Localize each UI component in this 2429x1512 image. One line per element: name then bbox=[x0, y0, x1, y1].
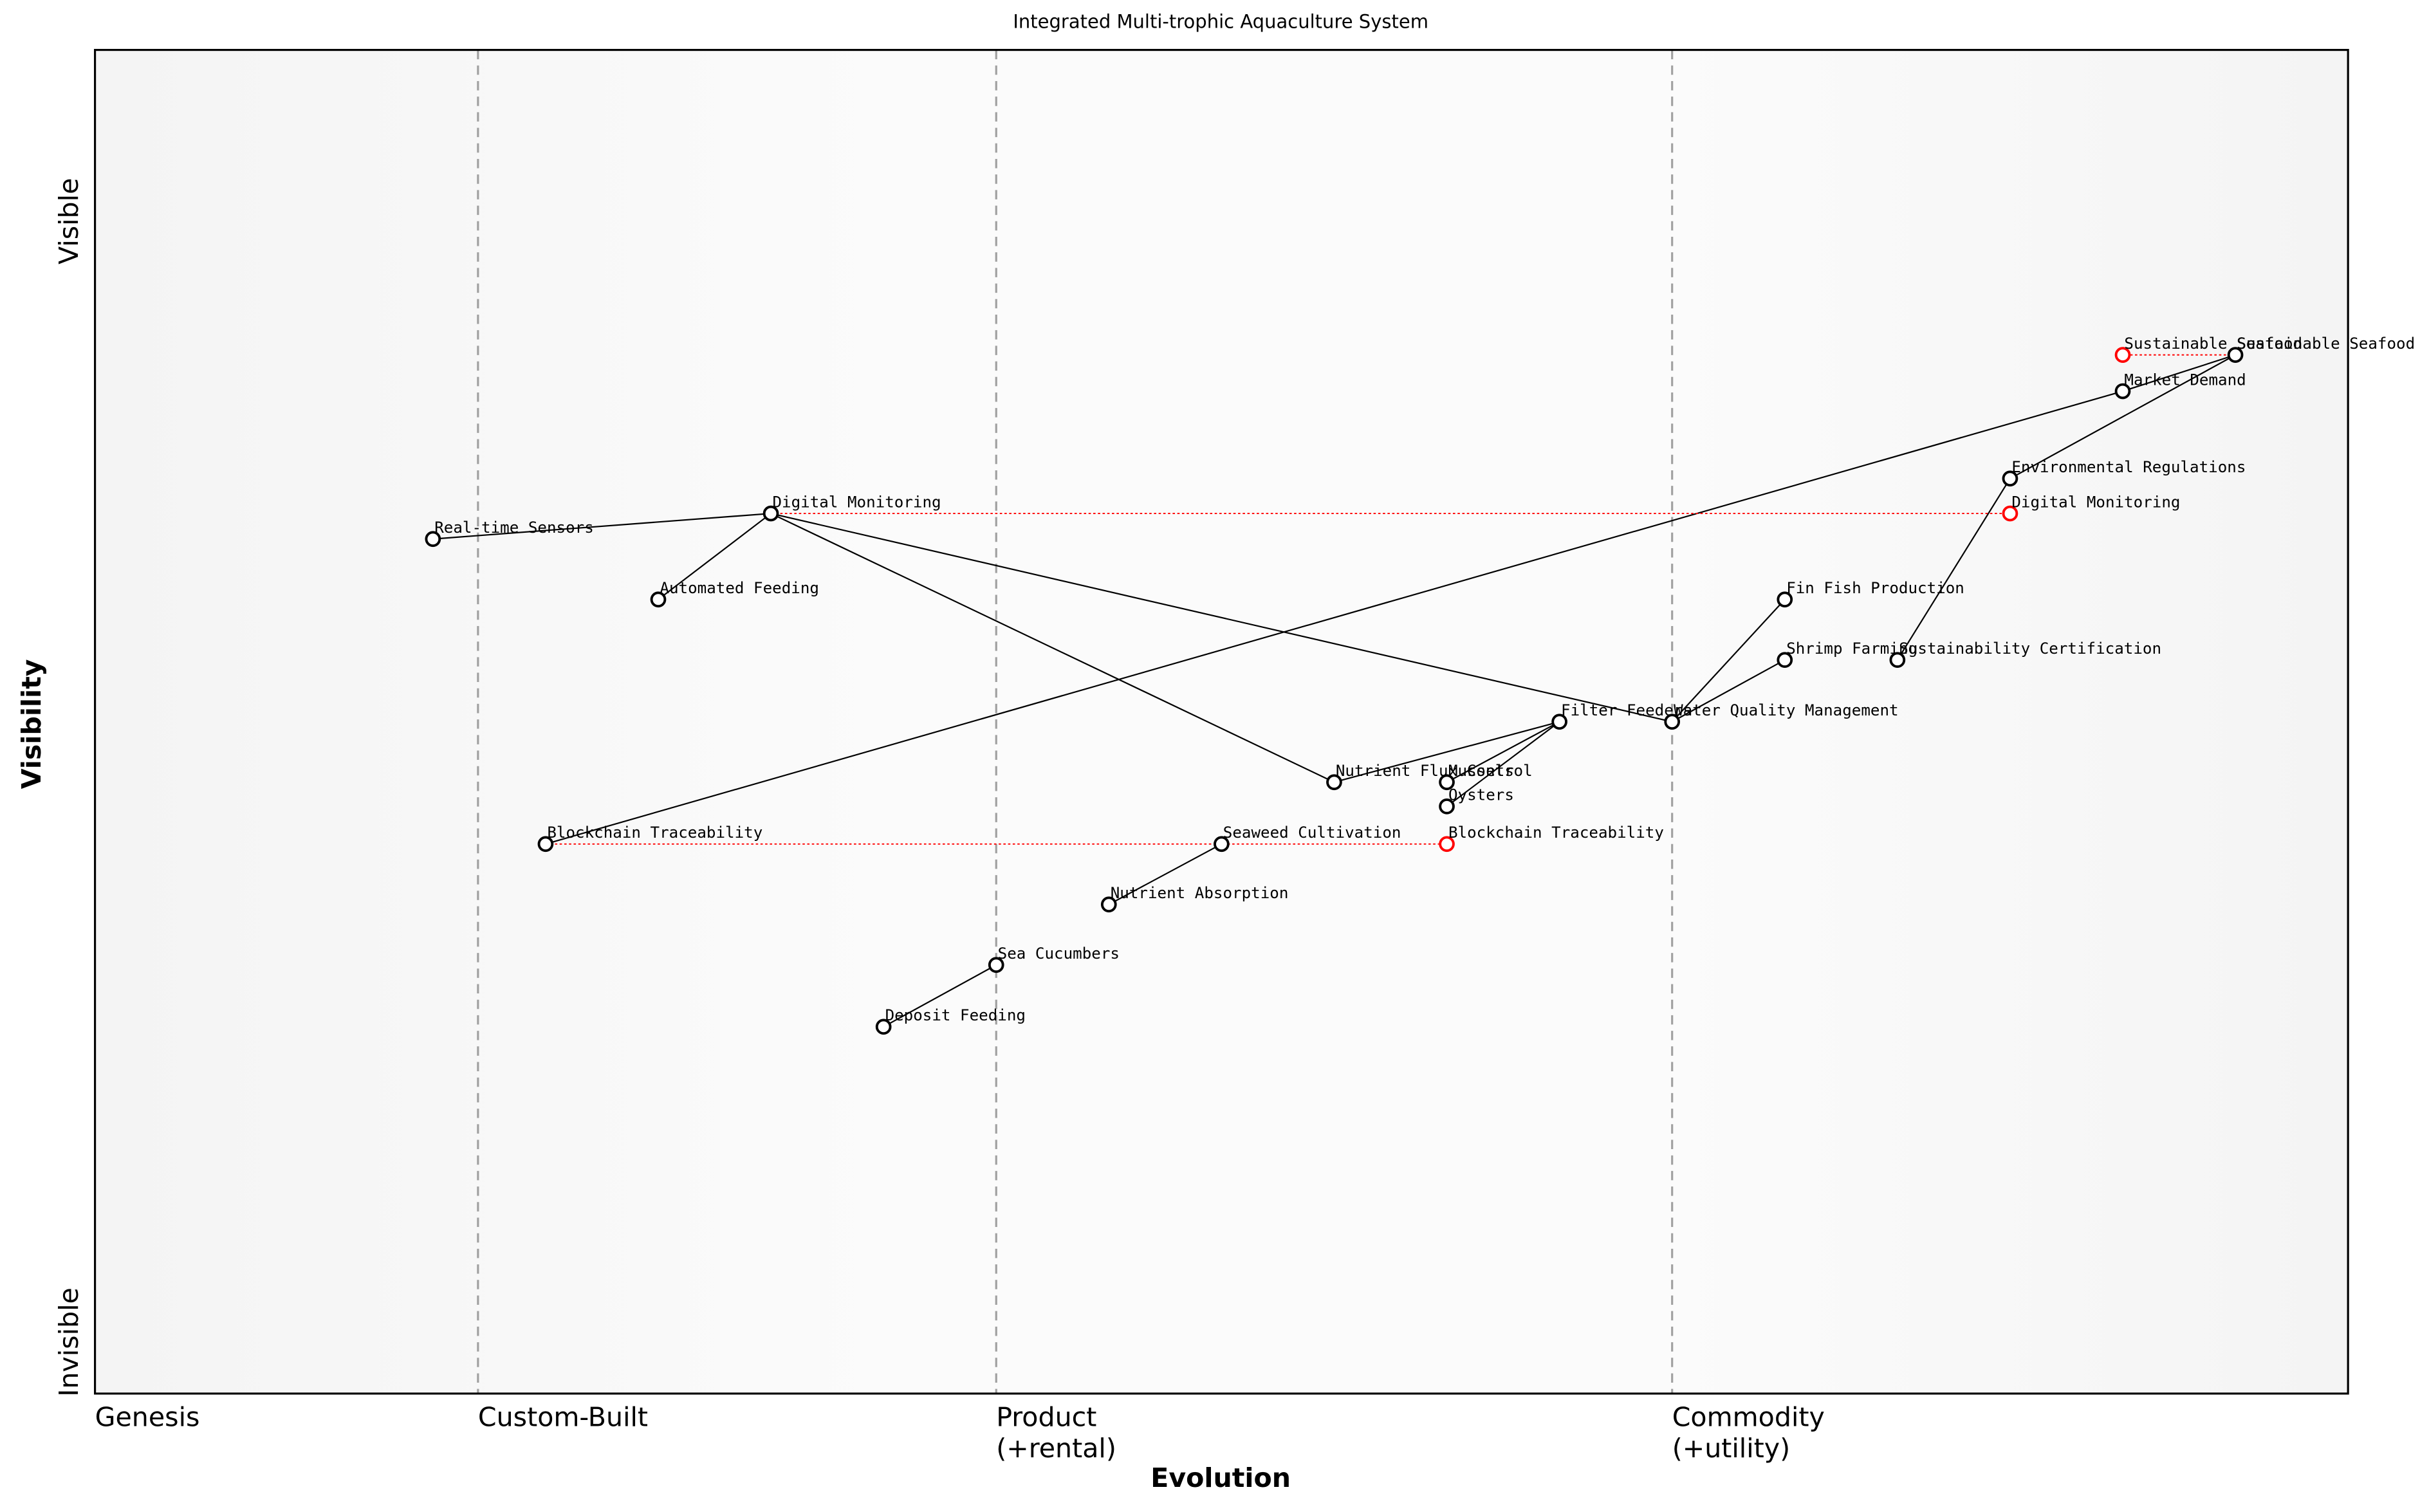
node-label: Sustainable Seafood bbox=[2237, 335, 2415, 353]
node-label: Filter Feeders bbox=[1561, 701, 1692, 719]
stage-label: Genesis bbox=[95, 1402, 200, 1433]
link bbox=[432, 512, 771, 540]
node-label: Deposit Feeding bbox=[885, 1006, 1026, 1024]
node bbox=[2114, 383, 2131, 400]
link bbox=[1334, 721, 1560, 783]
node bbox=[1100, 896, 1117, 913]
chart-title: Integrated Multi-trophic Aquaculture Sys… bbox=[1013, 11, 1428, 33]
y-axis-label: Visibility bbox=[16, 659, 47, 789]
y-top-label: Visible bbox=[53, 178, 84, 264]
node-label: Digital Monitoring bbox=[772, 493, 941, 511]
stage-label-line: (+utility) bbox=[1672, 1433, 1790, 1464]
link bbox=[658, 513, 771, 600]
node-label: Real-time Sensors bbox=[434, 519, 594, 537]
link bbox=[1671, 598, 1786, 723]
node bbox=[1326, 774, 1342, 791]
node-label: Oysters bbox=[1448, 786, 1514, 804]
evolved-node-label: Blockchain Traceability bbox=[1448, 824, 1664, 842]
link bbox=[545, 390, 2123, 845]
stage-label-line: (+rental) bbox=[996, 1433, 1116, 1464]
link bbox=[1672, 659, 1786, 723]
node bbox=[1777, 591, 1793, 608]
node bbox=[988, 957, 1004, 973]
link bbox=[2122, 354, 2236, 392]
x-axis-label: Evolution bbox=[1150, 1462, 1291, 1493]
node bbox=[875, 1019, 892, 1035]
node bbox=[1439, 798, 1455, 815]
link bbox=[1446, 721, 1560, 807]
link bbox=[2009, 354, 2236, 479]
link bbox=[1446, 721, 1560, 783]
node-label: Fin Fish Production bbox=[1786, 579, 1964, 597]
link bbox=[1108, 843, 1222, 905]
node-label: Environmental Regulations bbox=[2011, 458, 2246, 476]
node-label: Nutrient Absorption bbox=[1111, 884, 1289, 902]
node bbox=[1551, 714, 1567, 730]
evolved-node-label: Sustainable Seafood bbox=[2124, 335, 2302, 353]
stage-label-line: Custom-Built bbox=[478, 1402, 648, 1433]
node-label: Sustainability Certification bbox=[1899, 640, 2161, 658]
node bbox=[1214, 836, 1230, 853]
node bbox=[762, 505, 779, 522]
evolved-node-label: Digital Monitoring bbox=[2011, 493, 2180, 511]
node-label: Automated Feeding bbox=[660, 579, 819, 597]
node-label: Market Demand bbox=[2124, 371, 2246, 389]
node bbox=[1664, 714, 1681, 730]
plot-background bbox=[95, 50, 2349, 1394]
node-label: Blockchain Traceability bbox=[547, 824, 762, 842]
evolved-node bbox=[2002, 505, 2018, 522]
link bbox=[1896, 478, 2011, 661]
stage-label-line: Commodity bbox=[1672, 1402, 1825, 1433]
stage-label: Commodity (+utility) bbox=[1672, 1402, 1825, 1464]
node bbox=[650, 591, 667, 608]
node-label: Nutrient Flux Control bbox=[1336, 762, 1533, 780]
node bbox=[1889, 652, 1906, 668]
evolved-node bbox=[1439, 836, 1455, 853]
plot-frame bbox=[94, 49, 2349, 1395]
stage-label: Product (+rental) bbox=[996, 1402, 1116, 1464]
node bbox=[2002, 470, 2018, 487]
link bbox=[883, 964, 997, 1028]
node bbox=[2227, 347, 2244, 363]
node bbox=[1777, 652, 1793, 668]
link bbox=[770, 513, 1335, 783]
node-label: Seaweed Cultivation bbox=[1223, 824, 1401, 842]
stage-label-line: Product bbox=[996, 1402, 1096, 1433]
stage-label: Custom-Built bbox=[478, 1402, 648, 1433]
node bbox=[537, 836, 554, 853]
node-label: Sea Cucumbers bbox=[998, 945, 1120, 963]
evolved-node bbox=[2114, 347, 2131, 363]
node bbox=[425, 531, 441, 548]
link bbox=[770, 513, 1672, 723]
stage-label-line: Genesis bbox=[95, 1402, 200, 1433]
node-label: Water Quality Management bbox=[1674, 701, 1898, 719]
y-bottom-label: Invisible bbox=[53, 1287, 84, 1397]
node-label: Mussels bbox=[1448, 762, 1514, 780]
plot: Genesis Custom-Built Product (+rental) Commo… bbox=[95, 50, 2415, 1464]
node bbox=[1439, 774, 1455, 791]
